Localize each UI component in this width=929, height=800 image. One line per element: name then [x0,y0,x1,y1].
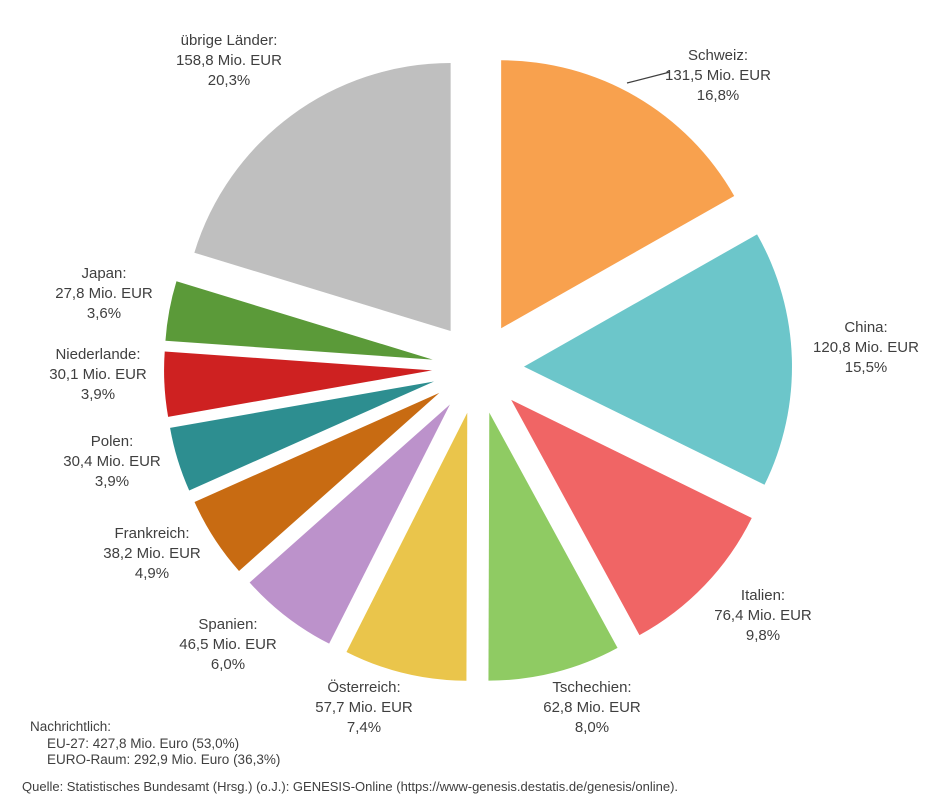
slice-label-name: Schweiz: [687,47,749,64]
slice-label-value: 131,5 Mio. EUR [665,67,771,84]
slice-label-name: Spanien: [198,616,258,633]
note-line-eu27: EU-27: 427,8 Mio. Euro (53,0%) [47,735,240,751]
slice-label-name: China: [844,319,888,336]
slice-label-name: Japan: [81,265,127,282]
slice-label-tschechien: Tschechien: 62,8 Mio. EUR 8,0% [543,678,641,738]
slice-label-value: 46,5 Mio. EUR [179,636,277,653]
slice-label-percent: 8,0% [574,719,610,736]
pie-slice-tschechien [488,412,618,681]
slice-label-value: 62,8 Mio. EUR [543,699,641,716]
pie-slice-uebrige-laender [194,63,451,332]
slice-label-value: 30,4 Mio. EUR [63,453,161,470]
slice-label-value: 158,8 Mio. EUR [176,52,282,69]
slice-label-name: Italien: [740,587,786,604]
slice-label-percent: 15,5% [844,359,888,376]
slice-label-name: Polen: [90,433,134,450]
pie-slice-schweiz [501,60,735,329]
note-line-euro-raum: EURO-Raum: 292,9 Mio. Euro (36,3%) [47,752,281,767]
slice-label-percent: 20,3% [207,72,251,89]
slice-label-japan: Japan: 27,8 Mio. EUR 3,6% [55,264,153,324]
pie-slice-china [523,234,792,485]
notes-block: Nachrichtlich: EU-27: 427,8 Mio. Euro (5… [30,719,280,769]
slice-label-name: übrige Länder: [180,32,278,49]
slice-label-percent: 4,9% [134,565,170,582]
slice-label-polen: Polen: 30,4 Mio. EUR 3,9% [63,432,161,492]
slice-label-value: 30,1 Mio. EUR [49,366,147,383]
pie-slice-frankreich [194,392,440,571]
pie-slice-japan [165,281,433,360]
notes-heading: Nachrichtlich: [30,719,112,734]
slice-label-name: Niederlande: [55,346,141,363]
slice-label-percent: 6,0% [210,656,246,673]
slice-label-percent: 7,4% [346,719,382,736]
slice-label-niederlande: Niederlande: 30,1 Mio. EUR 3,9% [49,345,147,405]
slice-label-uebrige-laender: übrige Länder: 158,8 Mio. EUR 20,3% [176,31,282,91]
slice-label-percent: 3,9% [94,473,130,490]
slice-label-value: 120,8 Mio. EUR [813,339,919,356]
slice-label-value: 76,4 Mio. EUR [714,607,812,624]
slice-label-spanien: Spanien: 46,5 Mio. EUR 6,0% [179,615,277,675]
slice-label-name: Österreich: [327,679,401,696]
slice-label-name: Frankreich: [114,525,190,542]
leader-line-schweiz [626,71,671,84]
pie-slice-spanien [249,404,450,644]
pie-slice-oesterreich [346,412,468,681]
pie-slice-niederlande [164,351,433,417]
slice-label-schweiz: Schweiz: 131,5 Mio. EUR 16,8% [665,46,771,106]
slice-label-percent: 3,6% [86,305,122,322]
pie-slice-polen [170,381,435,491]
slice-label-percent: 9,8% [745,627,781,644]
slice-label-oesterreich: Österreich: 57,7 Mio. EUR 7,4% [315,678,413,738]
slice-label-percent: 16,8% [696,87,740,104]
slice-label-china: China: 120,8 Mio. EUR 15,5% [813,318,919,378]
slice-label-value: 38,2 Mio. EUR [103,545,201,562]
slice-label-percent: 3,9% [80,386,116,403]
slice-label-value: 57,7 Mio. EUR [315,699,413,716]
slice-label-name: Tschechien: [552,679,632,696]
pie-slice-italien [511,399,752,636]
slice-label-value: 27,8 Mio. EUR [55,285,153,302]
slice-label-frankreich: Frankreich: 38,2 Mio. EUR 4,9% [103,524,201,584]
slice-label-italien: Italien: 76,4 Mio. EUR 9,8% [714,586,812,646]
source-line: Quelle: Statistisches Bundesamt (Hrsg.) … [22,779,679,794]
